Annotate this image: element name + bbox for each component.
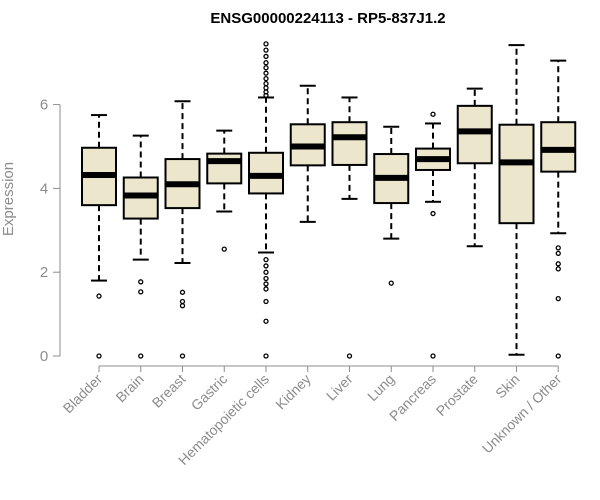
- outlier-point: [263, 353, 269, 359]
- outlier-point: [263, 47, 269, 53]
- outlier-point: [263, 318, 269, 324]
- box-5: [289, 84, 326, 223]
- x-tick-label: Brain: [112, 371, 146, 405]
- x-tick-label: Kidney: [272, 371, 314, 413]
- outlier-point: [96, 353, 102, 359]
- x-tick-label: Skin: [492, 371, 523, 402]
- outlier-point: [179, 289, 186, 295]
- box-9: [456, 87, 493, 248]
- outlier-point: [263, 256, 269, 263]
- box-3: [206, 129, 243, 252]
- box-0: [81, 114, 117, 359]
- x-tick-label: Prostate: [433, 371, 481, 419]
- box-10: [498, 44, 535, 356]
- outlier-point: [263, 75, 269, 82]
- outlier-point: [555, 261, 561, 267]
- box-6: [331, 96, 368, 359]
- outlier-point: [263, 53, 269, 60]
- x-tick-label: Bladder: [60, 371, 106, 417]
- outlier-point: [263, 60, 269, 66]
- box-2: [164, 100, 201, 359]
- outlier-point: [555, 250, 561, 256]
- outlier-point: [263, 269, 269, 275]
- y-tick-label: 2: [40, 264, 48, 281]
- outlier-point: [555, 266, 561, 272]
- y-tick-label: 0: [40, 348, 48, 365]
- outlier-point: [263, 65, 269, 71]
- box-8: [415, 111, 451, 359]
- outlier-point: [138, 353, 144, 359]
- outlier-point: [263, 298, 269, 305]
- y-tick-label: 4: [40, 180, 48, 197]
- outlier-point: [179, 353, 186, 359]
- box-body: [498, 123, 535, 225]
- outlier-point: [263, 275, 269, 282]
- outlier-point: [430, 111, 436, 117]
- outlier-point: [179, 303, 186, 309]
- outlier-point: [138, 279, 144, 285]
- outlier-point: [430, 210, 436, 217]
- outlier-point: [555, 245, 561, 251]
- outlier-point: [555, 353, 561, 359]
- chart-title: ENSG00000224113 - RP5-837J1.2: [210, 10, 445, 27]
- outlier-point: [346, 353, 353, 359]
- y-axis-label: Expression: [0, 162, 17, 236]
- outlier-point: [388, 280, 394, 286]
- outlier-point: [263, 286, 269, 292]
- x-tick-label: Lung: [364, 371, 397, 404]
- outlier-point: [555, 295, 561, 302]
- outlier-point: [263, 70, 269, 76]
- box-1: [122, 134, 159, 359]
- outlier-point: [96, 293, 102, 299]
- box-body: [206, 152, 243, 185]
- outlier-point: [263, 281, 269, 287]
- outlier-point: [179, 298, 186, 305]
- outlier-point: [430, 353, 436, 359]
- outlier-point: [263, 81, 269, 87]
- box-11: [540, 59, 577, 359]
- y-axis: 0 2 4 6: [40, 97, 61, 365]
- outlier-point: [138, 289, 144, 295]
- boxes-group: [81, 41, 577, 359]
- x-tick-label: Liver: [323, 371, 356, 404]
- outlier-point: [263, 263, 269, 269]
- y-tick-label: 6: [40, 97, 48, 114]
- outlier-point: [263, 41, 269, 47]
- outlier-point: [263, 85, 269, 91]
- outlier-point: [221, 246, 227, 252]
- x-tick-label: Breast: [149, 371, 189, 411]
- box-7: [373, 125, 410, 286]
- box-body: [331, 121, 368, 166]
- box-body: [456, 104, 493, 165]
- outlier-point: [263, 92, 269, 99]
- box-4: [248, 41, 284, 359]
- x-tick-label: Unknown / Other: [479, 371, 565, 457]
